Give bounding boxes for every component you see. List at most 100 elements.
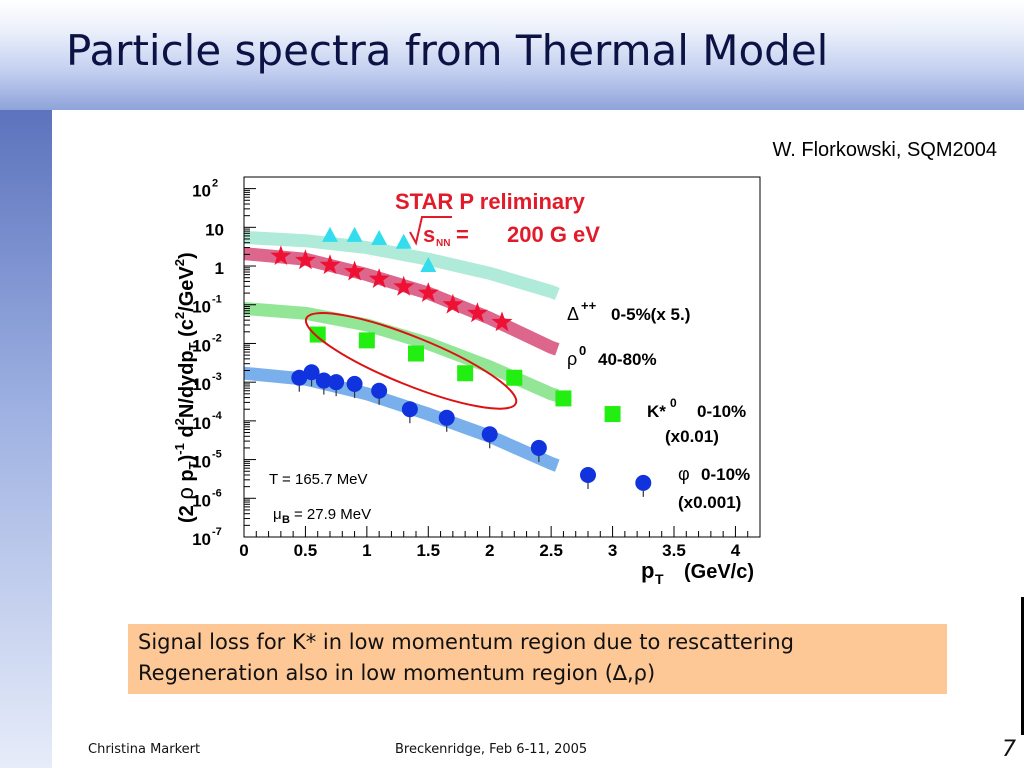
point-kstar [555, 390, 572, 407]
y-tick-label-exponent: -5 [212, 449, 222, 461]
label-kstar-particle: K* [647, 402, 666, 421]
y-tick-label: 10 [192, 336, 211, 355]
label-rho-particle: ρ [567, 349, 577, 369]
y-tick-label: 10 [192, 298, 211, 317]
point-rho [319, 254, 341, 275]
point-phi [580, 466, 596, 483]
label-delta-cent: 0-5%(x 5.) [611, 305, 690, 324]
slide-header [0, 0, 1024, 110]
point-rho [442, 293, 464, 314]
point-kstar [604, 406, 621, 423]
label-rho: ρ 0 40-80% [567, 343, 657, 369]
point-delta [346, 226, 363, 242]
point-rho [491, 311, 513, 332]
point-delta [420, 257, 437, 273]
y-tick-label-exponent: -3 [212, 371, 222, 383]
label-rho-sup: 0 [579, 343, 586, 358]
y-axis-label: (2 ρ pT)-1 d2N/dydpT (c2/GeV2) [172, 252, 201, 523]
x-tick-label: 1 [362, 541, 371, 560]
highlight-ellipse-layer [304, 312, 518, 410]
label-kstar: K* 0 0-10% (x0.01) [647, 396, 746, 446]
callout-box: Signal loss for K* in low momentum regio… [128, 624, 947, 694]
x-tick-label: 3 [608, 541, 617, 560]
y-tick-label: 10 [192, 182, 211, 201]
x-axis-label-sub: T [655, 571, 664, 587]
point-phi [346, 375, 363, 392]
point-kstar [309, 326, 326, 343]
x-tick-label: 1.5 [416, 541, 440, 560]
label-kstar-scale: (x0.01) [665, 427, 719, 446]
y-tick-label: 10 [192, 453, 211, 472]
y-tick-label-exponent: -6 [212, 487, 222, 499]
y-tick-label: 10 [192, 414, 211, 433]
right-edge-marker [1021, 597, 1024, 735]
point-rho [393, 275, 415, 296]
footer-event: Breckenridge, Feb 6-11, 2005 [395, 742, 588, 757]
label-delta: Δ ++ 0-5%(x 5.) [567, 298, 690, 324]
point-rho [295, 249, 316, 270]
y-tick-label: 10 [192, 375, 211, 394]
point-kstar [358, 332, 375, 349]
x-axis-label-unit: (GeV/c) [684, 561, 754, 583]
y-tick-label-exponent: -7 [212, 526, 222, 538]
label-rho-cent: 40-80% [598, 350, 657, 369]
x-tick-label: 4 [731, 541, 741, 560]
point-phi [530, 439, 547, 456]
point-phi [328, 374, 345, 391]
y-tick-label-exponent: -1 [212, 294, 222, 306]
point-rho [368, 268, 390, 288]
highlight-ellipse [304, 312, 518, 410]
y-axis-label-text: (2 ρ pT)-1 d2N/dydpT (c2/GeV2) [172, 252, 201, 523]
x-tick-label: 2 [485, 541, 494, 560]
credit-text: W. Florkowski, SQM2004 [772, 139, 997, 161]
point-phi [635, 474, 652, 491]
y-tick-label-exponent: -4 [212, 410, 223, 422]
point-phi [401, 401, 418, 418]
label-delta-particle: Δ [567, 304, 579, 324]
point-phi [481, 426, 498, 443]
point-phi [291, 369, 308, 386]
label-phi: φ 0-10% (x0.001) [678, 464, 750, 512]
callout-line-2: Regeneration also in low momentum region… [138, 661, 656, 685]
footer-author: Christina Markert [88, 742, 201, 757]
label-kstar-cent: 0-10% [697, 402, 746, 421]
callout-line-1: Signal loss for K* in low momentum regio… [138, 630, 794, 654]
y-tick-label: 10 [205, 220, 224, 239]
label-delta-sup: ++ [581, 298, 597, 313]
point-phi [371, 382, 388, 399]
x-tick-label: 3.5 [662, 541, 686, 560]
y-tick-label: 10 [192, 530, 211, 549]
left-decorative-bar [0, 110, 52, 768]
energy-s: s [423, 222, 435, 247]
label-phi-scale: (x0.001) [678, 493, 741, 512]
point-rho [417, 282, 439, 302]
chart-title: STAR P reliminary [395, 189, 586, 214]
y-tick-label: 1 [215, 259, 224, 278]
sqrt-symbol [409, 216, 452, 246]
x-tick-label: 0.5 [294, 541, 318, 560]
param-mu-sub: B [282, 514, 290, 526]
band-K*0 [243, 302, 560, 402]
point-phi [438, 409, 455, 426]
y-tick-label-exponent: -2 [212, 332, 222, 344]
point-phi [315, 372, 332, 389]
point-kstar [408, 345, 424, 362]
y-tick-label-exponent: 2 [212, 178, 218, 190]
label-phi-particle: φ [678, 464, 690, 484]
data-points [270, 226, 652, 497]
x-tick-label: 2.5 [539, 541, 563, 560]
y-tick-label: 10 [192, 491, 211, 510]
point-rho [467, 302, 488, 323]
page-number: 7 [1002, 737, 1016, 762]
point-rho [344, 260, 365, 281]
slide-title: Particle spectra from Thermal Model [66, 26, 829, 75]
param-mu-symbol: μ [273, 506, 282, 523]
energy-sub: NN [436, 238, 450, 249]
point-delta [322, 226, 338, 242]
label-kstar-sup: 0 [670, 396, 677, 410]
point-delta [371, 229, 388, 245]
label-phi-cent: 0-10% [701, 465, 750, 484]
point-kstar [506, 369, 523, 386]
